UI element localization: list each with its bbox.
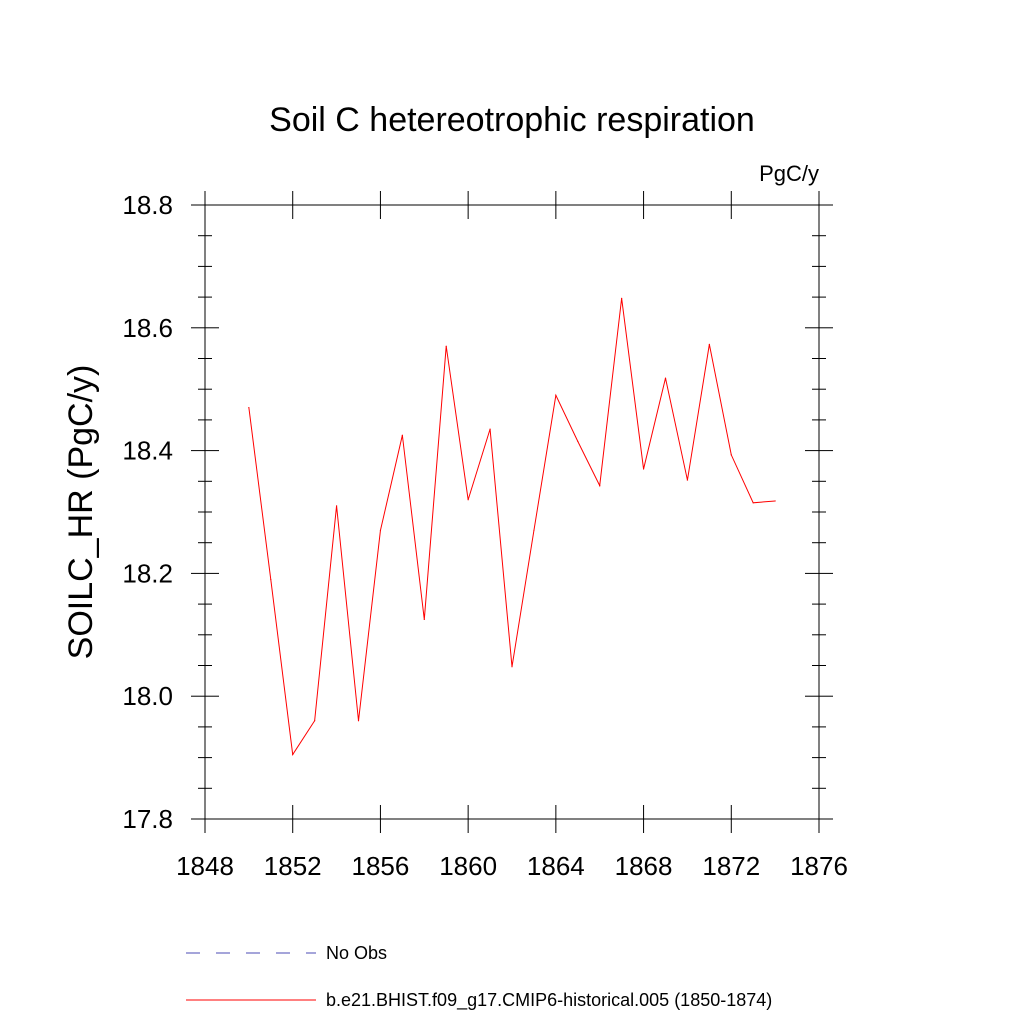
y-axis: 17.8 18.0 18.2 18.4 18.6 18.8	[122, 190, 833, 834]
x-tick-label: 1876	[790, 851, 848, 881]
data-point	[423, 618, 425, 621]
data-point	[292, 753, 294, 756]
y-axis-label: SOILC_HR (PgC/y)	[62, 365, 100, 660]
series-line	[248, 298, 776, 756]
data-point	[314, 720, 316, 722]
plot-frame	[204, 204, 820, 820]
data-point	[511, 666, 513, 668]
y-tick-label: 18.4	[122, 436, 173, 466]
legend-label-no-obs: No Obs	[326, 943, 387, 963]
legend-label-historical: b.e21.BHIST.f09_g17.CMIP6-historical.005…	[326, 990, 772, 1011]
data-point	[577, 440, 579, 442]
legend: No Obs b.e21.BHIST.f09_g17.CMIP6-histori…	[186, 943, 772, 1011]
x-tick-label: 1872	[702, 851, 760, 881]
y-tick-label: 17.8	[122, 804, 173, 834]
data-point	[686, 479, 689, 481]
y-tick-label: 18.2	[122, 558, 173, 588]
data-point	[270, 578, 272, 581]
units-label: PgC/y	[759, 161, 819, 186]
data-point	[774, 500, 776, 502]
data-point	[357, 720, 360, 722]
data-point	[335, 505, 338, 507]
chart-title: Soil C hetereotrophic respiration	[269, 101, 755, 139]
x-tick-label: 1856	[352, 851, 410, 881]
data-point	[533, 529, 535, 532]
data-point	[401, 434, 403, 436]
data-point	[555, 394, 557, 396]
x-axis: 1848 1852 1856 1860 1864 1868 1872 1876	[176, 191, 848, 881]
y-tick-label: 18.0	[122, 681, 173, 711]
data-point	[621, 297, 623, 299]
data-point	[379, 529, 382, 532]
data-point	[489, 428, 491, 430]
y-tick-label: 18.8	[122, 190, 173, 220]
data-point	[642, 468, 645, 470]
x-tick-label: 1868	[615, 851, 673, 881]
data-point	[248, 407, 250, 409]
x-tick-label: 1864	[527, 851, 585, 881]
x-tick-label: 1852	[264, 851, 322, 881]
data-point	[445, 345, 447, 347]
data-point	[708, 343, 710, 345]
y-tick-label: 18.6	[122, 313, 173, 343]
data-point	[730, 454, 732, 456]
data-point	[752, 502, 754, 504]
data-point	[599, 484, 601, 487]
x-tick-label: 1848	[176, 851, 234, 881]
x-tick-label: 1860	[439, 851, 497, 881]
data-point	[467, 499, 469, 501]
data-point	[664, 377, 667, 379]
series-layer	[248, 297, 776, 756]
